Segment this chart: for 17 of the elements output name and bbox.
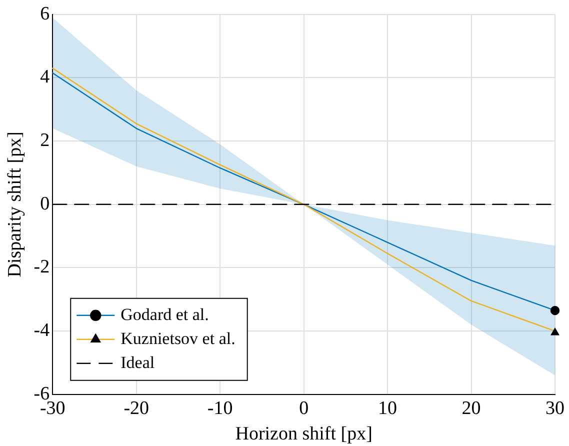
x-axis-title: Horizon shift [px] <box>235 424 372 445</box>
y-tick-label: 4 <box>40 66 50 88</box>
x-tick-label: 20 <box>462 398 481 419</box>
y-tick-label: 2 <box>40 130 50 152</box>
x-tick-label: 0 <box>299 398 309 419</box>
x-tick-label: -10 <box>207 398 233 419</box>
y-axis-title: Disparity shift [px] <box>4 132 26 278</box>
y-tick-label: -2 <box>34 256 50 278</box>
legend-label: Ideal <box>120 352 155 372</box>
y-tick-label: 6 <box>40 3 50 24</box>
legend-label: Godard et al. <box>120 304 209 324</box>
x-tick-label: -20 <box>124 398 150 419</box>
x-tick-label: 10 <box>378 398 398 419</box>
y-tick-label: -4 <box>34 320 50 342</box>
x-tick-label: 30 <box>546 398 564 419</box>
y-tick-label: 0 <box>40 193 50 214</box>
legend-label: Kuznietsov et al. <box>120 328 236 348</box>
